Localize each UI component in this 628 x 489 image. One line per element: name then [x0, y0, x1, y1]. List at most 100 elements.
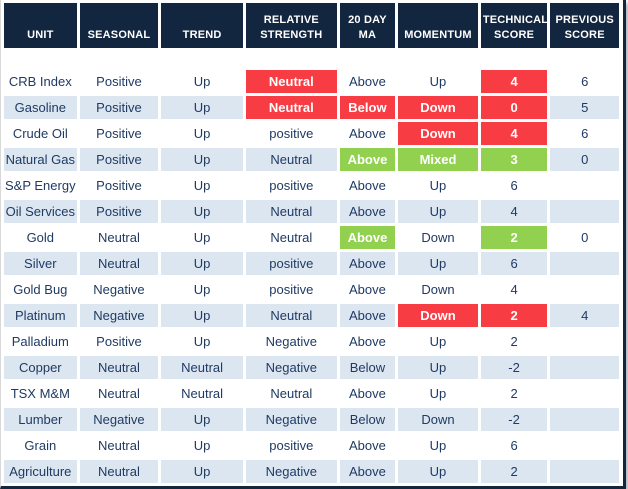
column-header-trend: TREND [161, 3, 243, 48]
cell-seasonal: Neutral [79, 252, 159, 275]
column-header-seasonal: SEASONAL [79, 3, 159, 48]
table-header: UNIT SEASONAL TREND RELATIVE STRENGTH 20… [4, 3, 619, 48]
cell-momentum: Down [398, 122, 478, 145]
cell-relative-strength: Neutral [245, 304, 337, 327]
cell-seasonal: Positive [79, 330, 159, 353]
table-row-crb-index: CRB Index Positive Up Neutral Above Up 4 6 [4, 70, 619, 93]
cell-seasonal: Negative [79, 408, 159, 431]
column-header-relative-strength: RELATIVE STRENGTH [245, 3, 337, 48]
cell-unit: Gasoline [4, 96, 77, 119]
cell-ma20: Above [339, 148, 396, 171]
cell-relative-strength: positive [245, 122, 337, 145]
cell-unit: Natural Gas [4, 148, 77, 171]
cell-previous-score: 0 [550, 148, 619, 171]
cell-ma20: Above [339, 330, 396, 353]
cell-momentum: Mixed [398, 148, 478, 171]
cell-previous-score [550, 460, 619, 483]
cell-seasonal: Positive [79, 174, 159, 197]
cell-seasonal: Positive [79, 122, 159, 145]
cell-relative-strength: positive [245, 278, 337, 301]
column-header-technical-score: TECHNICAL SCORE [480, 3, 548, 48]
table-row-palladium: Palladium Positive Up Negative Above Up 2 [4, 330, 619, 353]
column-header-20-day-ma: 20 DAY MA [339, 3, 396, 48]
cell-unit: Grain [4, 434, 77, 457]
cell-ma20: Above [339, 174, 396, 197]
cell-technical-score: 2 [480, 304, 548, 327]
cell-ma20: Above [339, 382, 396, 405]
table-row-gold: Gold Neutral Up Neutral Above Down 2 0 [4, 226, 619, 249]
cell-trend: Up [161, 122, 243, 145]
cell-trend: Up [161, 252, 243, 275]
cell-previous-score [550, 330, 619, 353]
cell-seasonal: Neutral [79, 226, 159, 249]
cell-seasonal: Neutral [79, 434, 159, 457]
cell-trend: Up [161, 330, 243, 353]
cell-technical-score: 0 [480, 96, 548, 119]
cell-previous-score: 4 [550, 304, 619, 327]
cell-ma20: Above [339, 226, 396, 249]
cell-unit: CRB Index [4, 70, 77, 93]
cell-trend: Up [161, 200, 243, 223]
cell-previous-score [550, 174, 619, 197]
cell-trend: Neutral [161, 356, 243, 379]
cell-unit: Crude Oil [4, 122, 77, 145]
cell-technical-score: 6 [480, 434, 548, 457]
cell-technical-score: 4 [480, 122, 548, 145]
cell-technical-score: 6 [480, 174, 548, 197]
table-row-copper: Copper Neutral Neutral Negative Below Up -2 [4, 356, 619, 379]
table-row-platinum: Platinum Negative Up Neutral Above Down 2 4 [4, 304, 619, 327]
cell-ma20: Below [339, 96, 396, 119]
cell-relative-strength: Neutral [245, 96, 337, 119]
cell-unit: Oil Services [4, 200, 77, 223]
cell-unit: Silver [4, 252, 77, 275]
cell-relative-strength: Neutral [245, 382, 337, 405]
cell-unit: S&P Energy [4, 174, 77, 197]
cell-momentum: Up [398, 252, 478, 275]
cell-relative-strength: positive [245, 252, 337, 275]
cell-ma20: Above [339, 304, 396, 327]
table-row-tsx-m-m: TSX M&M Neutral Neutral Neutral Above Up 2 [4, 382, 619, 405]
cell-technical-score: 4 [480, 200, 548, 223]
cell-unit: Palladium [4, 330, 77, 353]
cell-unit: Gold [4, 226, 77, 249]
cell-seasonal: Positive [79, 200, 159, 223]
cell-relative-strength: positive [245, 434, 337, 457]
table-body: CRB Index Positive Up Neutral Above Up 4 6 Gasol… [4, 51, 619, 483]
cell-technical-score: -2 [480, 408, 548, 431]
table-row-silver: Silver Neutral Up positive Above Up 6 [4, 252, 619, 275]
cell-ma20: Above [339, 200, 396, 223]
cell-relative-strength: Negative [245, 356, 337, 379]
column-header-previous-score: PREVIOUS SCORE [550, 3, 619, 48]
column-header-unit: UNIT [4, 3, 77, 48]
table-row-grain: Grain Neutral Up positive Above Up 6 [4, 434, 619, 457]
cell-previous-score [550, 356, 619, 379]
cell-relative-strength: Neutral [245, 200, 337, 223]
cell-ma20: Above [339, 252, 396, 275]
cell-trend: Up [161, 148, 243, 171]
table-row-agriculture: Agriculture Neutral Up Negative Above Up 2 [4, 460, 619, 483]
cell-ma20: Above [339, 460, 396, 483]
cell-momentum: Up [398, 434, 478, 457]
cell-momentum: Up [398, 330, 478, 353]
cell-relative-strength: Negative [245, 460, 337, 483]
cell-momentum: Up [398, 70, 478, 93]
spacer-row [4, 51, 619, 67]
table-row-crude-oil: Crude Oil Positive Up positive Above Down 4 6 [4, 122, 619, 145]
cell-previous-score: 6 [550, 122, 619, 145]
cell-momentum: Up [398, 200, 478, 223]
cell-previous-score: 0 [550, 226, 619, 249]
table-row-s-p-energy: S&P Energy Positive Up positive Above Up 6 [4, 174, 619, 197]
cell-relative-strength: Negative [245, 408, 337, 431]
cell-previous-score [550, 382, 619, 405]
cell-seasonal: Positive [79, 96, 159, 119]
cell-relative-strength: Neutral [245, 226, 337, 249]
cell-trend: Up [161, 96, 243, 119]
cell-previous-score: 6 [550, 70, 619, 93]
cell-seasonal: Positive [79, 70, 159, 93]
cell-momentum: Down [398, 226, 478, 249]
cell-unit: TSX M&M [4, 382, 77, 405]
cell-ma20: Above [339, 70, 396, 93]
cell-momentum: Down [398, 304, 478, 327]
